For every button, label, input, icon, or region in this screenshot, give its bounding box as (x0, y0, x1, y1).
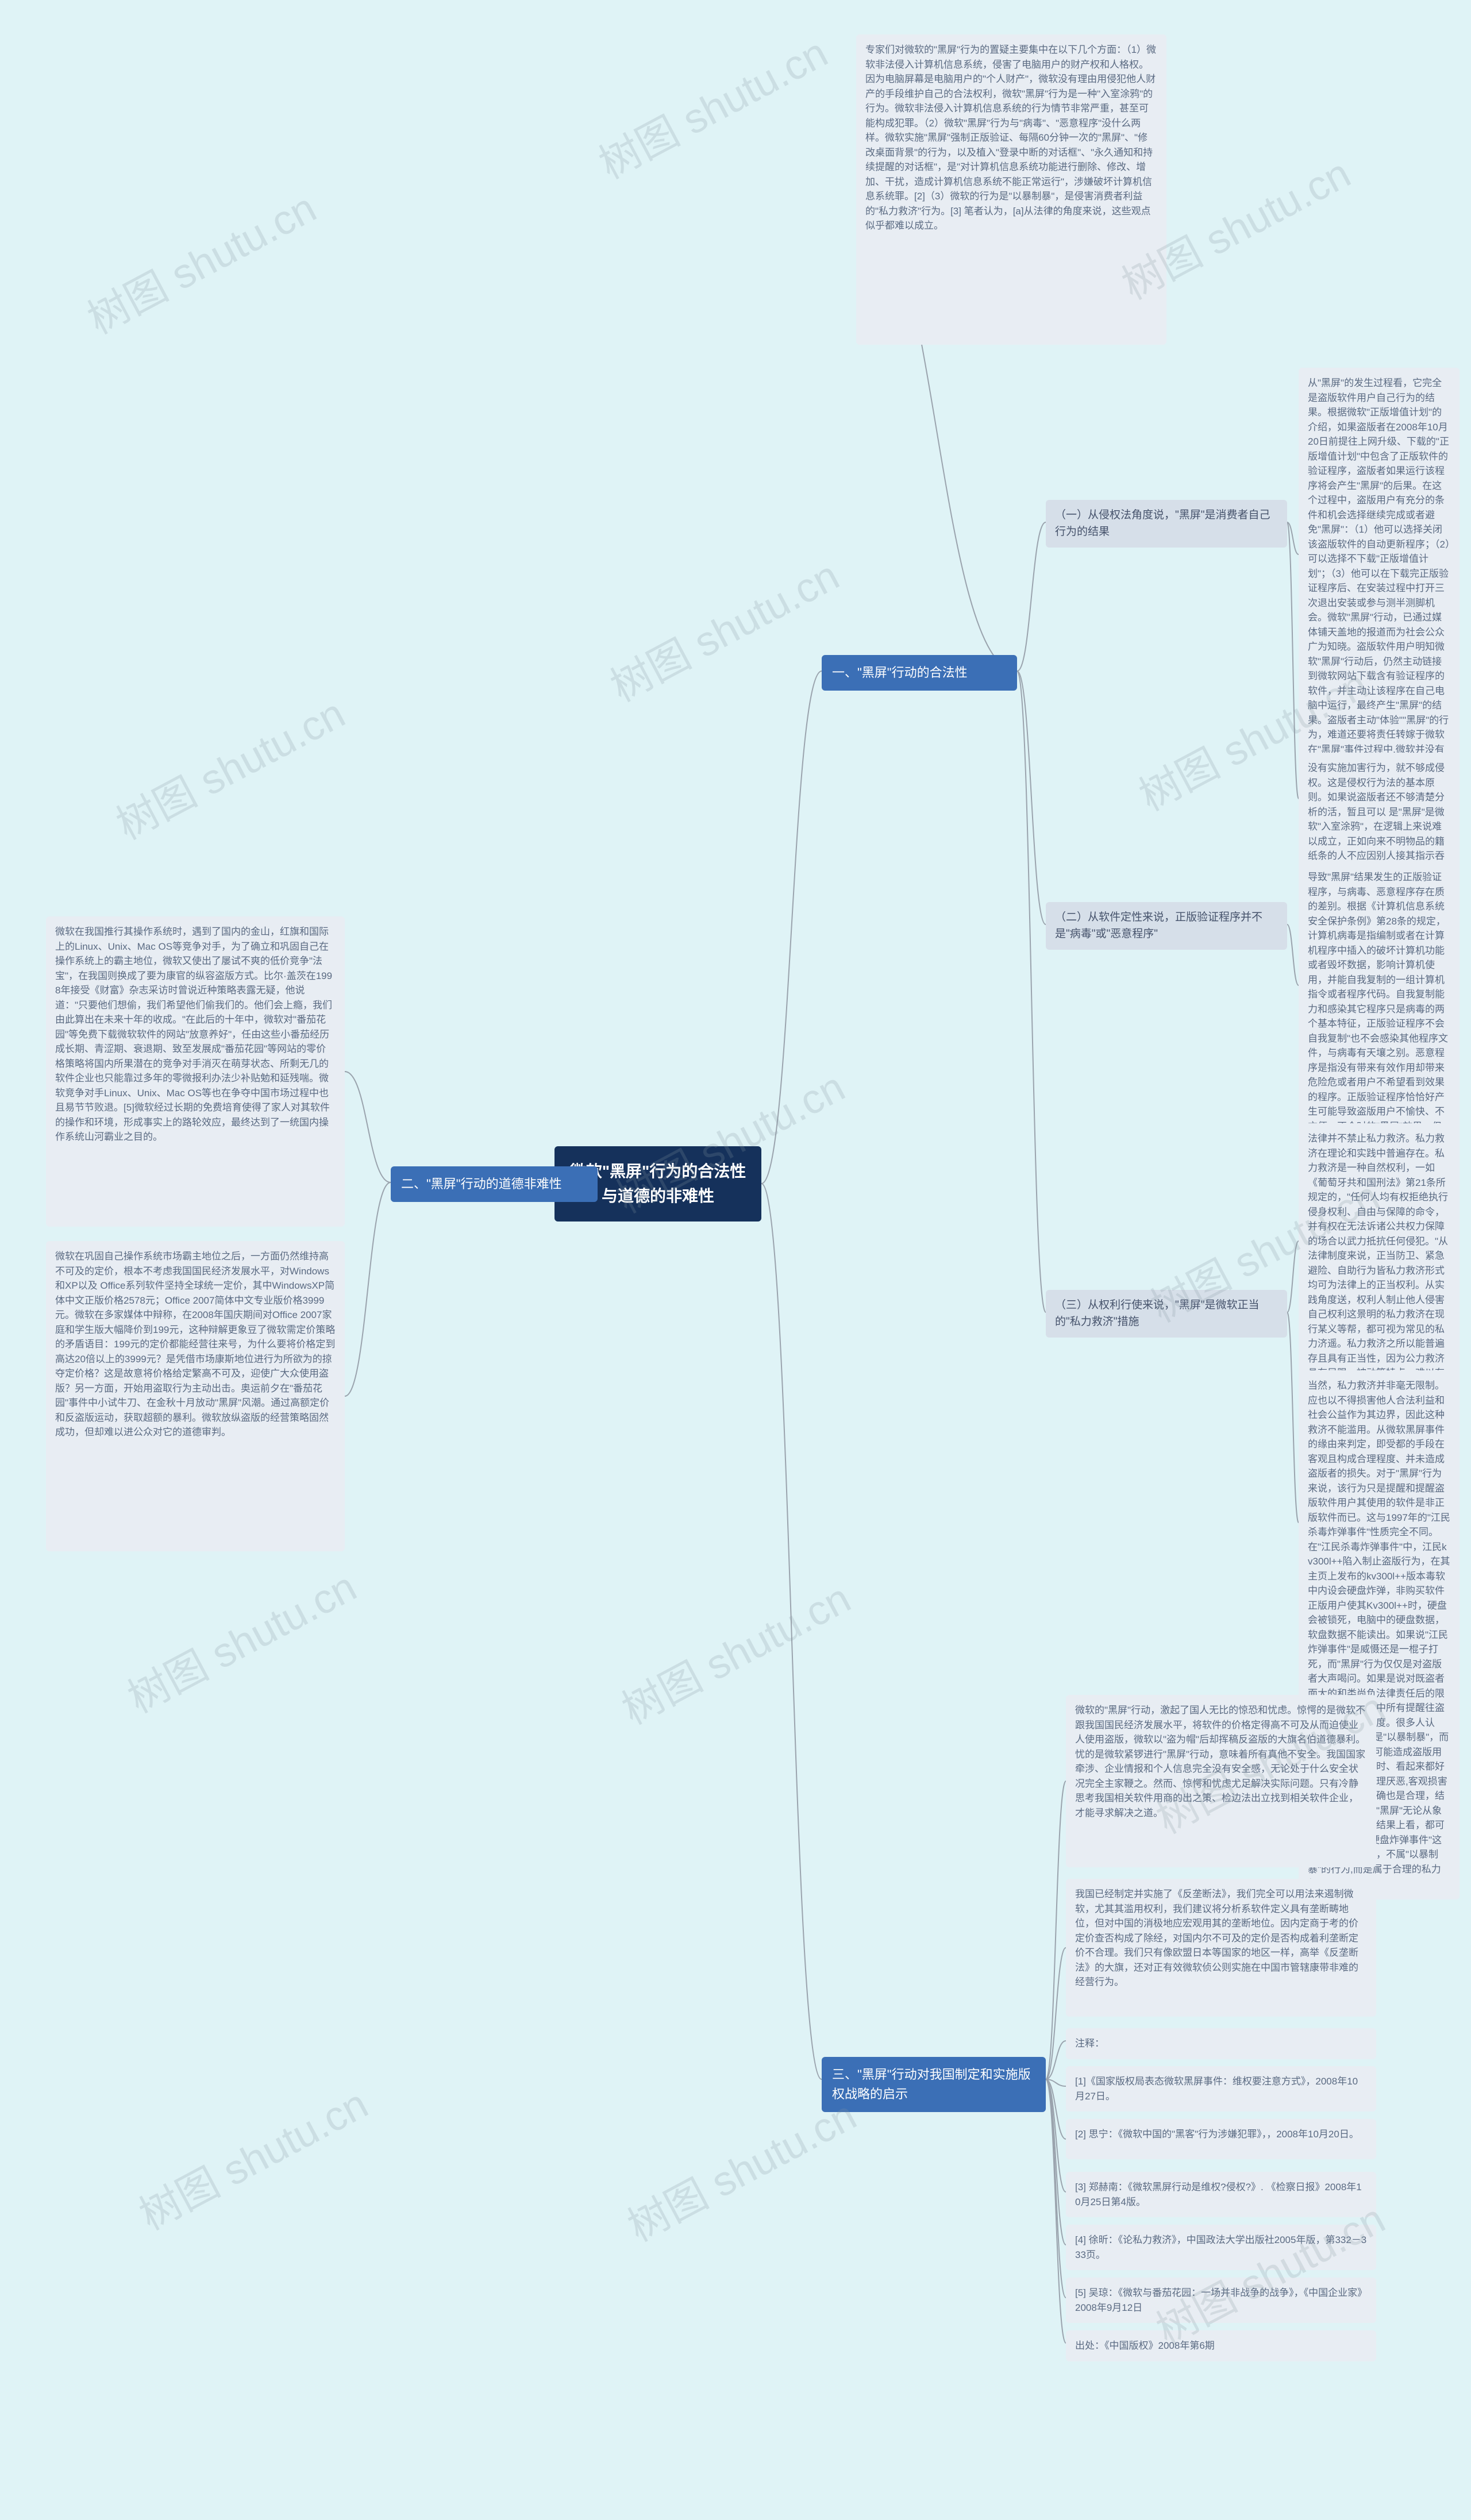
leaf-7[interactable]: 微软在我国推行其操作系统时，遇到了国内的金山，红旗和国际上的Linux、Unix… (46, 916, 345, 1227)
sub-1c[interactable]: （三）从权利行使来说，"黑屏"是微软正当的"私力救济"措施 (1046, 1290, 1287, 1338)
leaf-12[interactable]: [1]《国家版权局表态微软黑屏事件：维权要注意方式》，2008年10月27日。 (1066, 2066, 1376, 2111)
leaf-9[interactable]: 微软的"黑屏"行动，激起了国人无比的惊恐和忧虑。惊愕的是微软不跟我国国民经济发展… (1066, 1695, 1376, 1867)
leaf-8[interactable]: 微软在巩固自己操作系统市场霸主地位之后，一方面仍然维持高不可及的定价，根本不考虑… (46, 1241, 345, 1551)
sub-1b[interactable]: （二）从软件定性来说，正版验证程序并不是"病毒"或"恶意程序" (1046, 902, 1287, 950)
section-1[interactable]: 一、"黑屏"行动的合法性 (822, 655, 1017, 691)
leaf-10[interactable]: 我国已经制定并实施了《反垄断法》，我们完全可以用法来遏制微软，尤其其滥用权利，我… (1066, 1879, 1376, 2017)
leaf-13[interactable]: [2] 思宁：《微软中国的"黑客"行为涉嫌犯罪》，，2008年10月20日。 (1066, 2119, 1376, 2159)
leaf-1[interactable]: 专家们对微软的"黑屏"行为的置疑主要集中在以下几个方面：（1）微软非法侵入计算机… (856, 34, 1166, 345)
leaf-15[interactable]: [4] 徐昕：《论私力救济》，中国政法大学出版社2005年版，第332－333页… (1066, 2225, 1376, 2270)
mindmap-canvas: 微软"黑屏"行为的合法性与道德的非难性 一、"黑屏"行动的合法性 二、"黑屏"行… (0, 0, 1471, 2520)
section-2[interactable]: 二、"黑屏"行动的道德非难性 (391, 1166, 598, 1202)
leaf-11[interactable]: 注释： (1066, 2028, 1376, 2059)
leaf-16[interactable]: [5] 吴琼：《微软与番茄花园：一场并非战争的战争》，《中国企业家》2008年9… (1066, 2278, 1376, 2323)
leaf-17[interactable]: 出处：《中国版权》2008年第6期 (1066, 2330, 1376, 2361)
leaf-14[interactable]: [3] 郑赫南：《微软黑屏行动是维权?侵权?》. 《检察日报》2008年10月2… (1066, 2172, 1376, 2217)
section-3[interactable]: 三、"黑屏"行动对我国制定和实施版权战略的启示 (822, 2057, 1046, 2112)
sub-1a[interactable]: （一）从侵权法角度说，"黑屏"是消费者自己行为的结果 (1046, 500, 1287, 548)
